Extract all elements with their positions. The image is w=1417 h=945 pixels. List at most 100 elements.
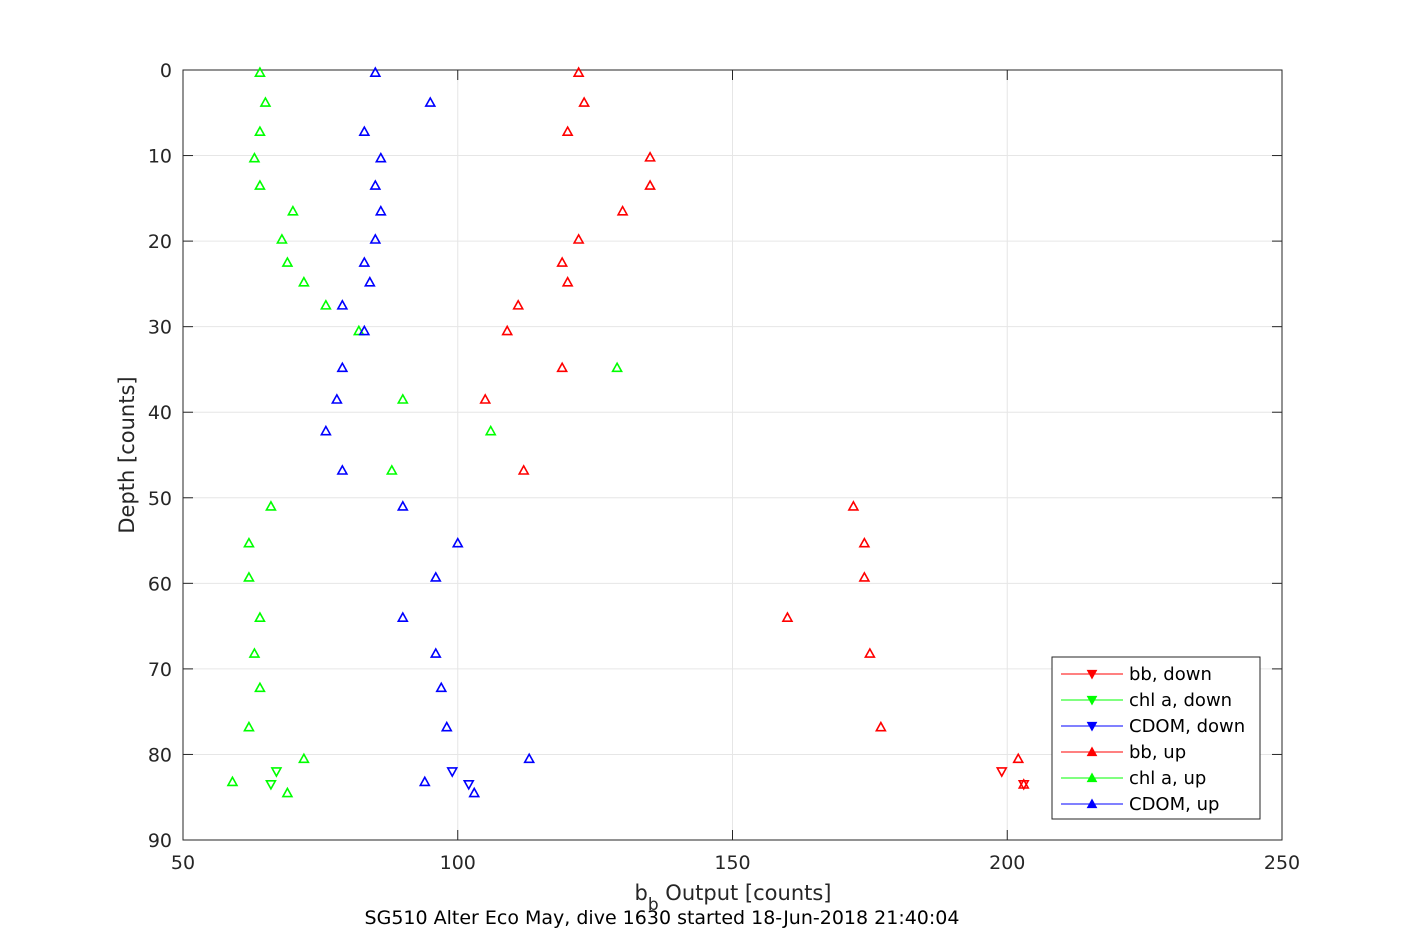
data-point — [298, 276, 310, 287]
data-point — [501, 324, 514, 336]
data-point — [875, 720, 887, 732]
legend-item: bb, down — [1061, 664, 1212, 685]
data-point — [336, 299, 349, 310]
legend-marker — [1086, 669, 1098, 680]
data-point — [254, 66, 266, 77]
data-point — [259, 96, 272, 107]
data-point — [336, 361, 349, 373]
data-point — [243, 720, 255, 732]
data-point — [396, 611, 409, 622]
data-point — [572, 233, 585, 244]
series-4 — [226, 66, 623, 798]
data-point — [369, 66, 382, 77]
data-point — [254, 125, 266, 136]
data-point — [479, 393, 492, 404]
data-point — [243, 536, 255, 548]
legend-label: bb, up — [1129, 742, 1186, 763]
data-point — [331, 393, 343, 404]
y-tick-label: 0 — [160, 60, 172, 82]
data-point — [281, 786, 294, 798]
legend-label: bb, down — [1129, 664, 1212, 685]
data-point — [484, 424, 497, 436]
data-point — [248, 647, 261, 658]
y-tick-label: 20 — [148, 231, 172, 253]
data-point — [226, 775, 239, 787]
series-1 — [265, 767, 283, 791]
data-point — [276, 233, 288, 244]
data-point — [320, 299, 332, 310]
data-point — [374, 151, 387, 163]
data-point — [440, 720, 453, 732]
legend-marker — [1086, 746, 1098, 757]
data-point — [864, 647, 876, 658]
legend-marker — [1086, 695, 1098, 706]
data-point — [858, 536, 871, 548]
legend-marker — [1086, 772, 1098, 783]
data-point — [578, 96, 590, 107]
data-point — [451, 536, 464, 548]
data-point — [265, 779, 277, 791]
series-5 — [320, 66, 536, 798]
y-tick-label: 70 — [148, 659, 172, 681]
data-point — [358, 125, 371, 136]
y-tick-label: 10 — [148, 146, 172, 168]
data-point — [556, 256, 569, 267]
series-2 — [446, 767, 475, 791]
x-tick-label: 150 — [714, 852, 750, 874]
data-point — [781, 611, 794, 622]
data-point — [369, 233, 382, 244]
data-point — [468, 786, 481, 798]
data-point — [287, 205, 299, 216]
axis-ticks: 50 100 150 200 250 0 10 20 30 40 50 60 70 80 90 — [148, 60, 1300, 874]
data-point — [1012, 752, 1025, 764]
data-point — [616, 205, 629, 216]
data-point — [254, 611, 266, 622]
x-tick-label: 250 — [1264, 852, 1300, 874]
x-tick-label: 50 — [171, 852, 195, 874]
data-point — [512, 299, 525, 310]
data-point — [374, 205, 387, 216]
y-tick-label: 80 — [148, 744, 172, 766]
legend-marker — [1086, 721, 1098, 732]
data-point — [556, 361, 569, 373]
data-point — [281, 256, 294, 267]
data-point — [561, 276, 574, 287]
x-tick-label: 100 — [440, 852, 476, 874]
data-point — [336, 464, 349, 475]
legend-item: chl a, down — [1061, 690, 1232, 711]
data-point — [265, 500, 277, 511]
x-axis-label-main: b — [634, 881, 647, 905]
y-tick-label: 50 — [148, 488, 172, 510]
chart-caption: SG510 Alter Eco May, dive 1630 started 1… — [365, 907, 960, 929]
data-point — [270, 767, 283, 778]
data-point — [320, 424, 332, 436]
x-tick-label: 200 — [989, 852, 1025, 874]
legend-label: chl a, down — [1129, 690, 1232, 711]
y-tick-label: 30 — [148, 317, 172, 339]
data-point — [995, 767, 1008, 778]
legend-box — [1051, 656, 1261, 820]
data-point — [248, 151, 261, 163]
legend: bb, down chl a, down CDOM, down bb, up chl a… — [1051, 656, 1261, 820]
legend-marker — [1086, 798, 1098, 809]
data-point — [611, 361, 623, 373]
data-point — [424, 96, 437, 107]
data-point — [254, 681, 266, 693]
legend-item: chl a, up — [1061, 768, 1206, 789]
data-point — [358, 324, 371, 336]
data-point — [418, 775, 431, 787]
data-point — [517, 464, 530, 475]
data-point — [369, 179, 382, 190]
y-tick-label: 60 — [148, 573, 172, 595]
data-point — [644, 179, 656, 190]
data-point — [429, 647, 442, 658]
legend-item: bb, up — [1061, 742, 1186, 763]
data-point — [462, 779, 475, 791]
data-point — [396, 393, 409, 404]
data-point — [572, 66, 585, 77]
data-point — [243, 571, 255, 582]
data-point — [363, 276, 376, 287]
legend-item: CDOM, down — [1061, 716, 1245, 737]
legend-item: CDOM, up — [1061, 794, 1219, 815]
